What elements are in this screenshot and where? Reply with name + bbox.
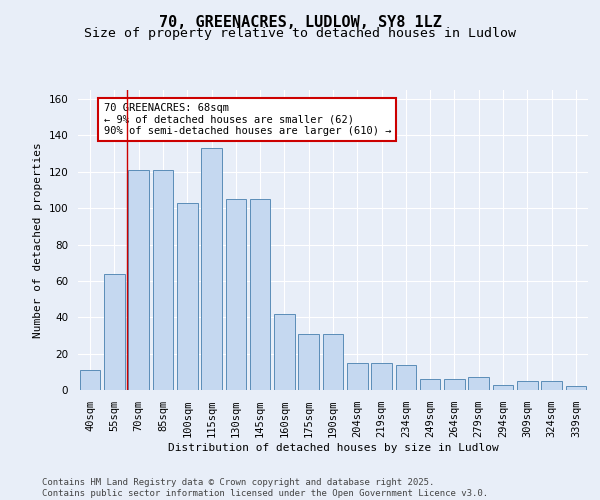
Text: 70, GREENACRES, LUDLOW, SY8 1LZ: 70, GREENACRES, LUDLOW, SY8 1LZ xyxy=(158,15,442,30)
Bar xyxy=(177,202,197,390)
Bar xyxy=(395,364,416,390)
X-axis label: Distribution of detached houses by size in Ludlow: Distribution of detached houses by size … xyxy=(167,443,499,453)
Text: 70 GREENACRES: 68sqm
← 9% of detached houses are smaller (62)
90% of semi-detach: 70 GREENACRES: 68sqm ← 9% of detached ho… xyxy=(104,102,391,136)
Bar xyxy=(128,170,149,390)
Y-axis label: Number of detached properties: Number of detached properties xyxy=(33,142,43,338)
Bar xyxy=(250,199,271,390)
Bar xyxy=(104,274,125,390)
Bar xyxy=(371,362,392,390)
Bar xyxy=(347,362,368,390)
Bar xyxy=(517,381,538,390)
Bar xyxy=(152,170,173,390)
Bar xyxy=(323,334,343,390)
Bar xyxy=(444,379,465,390)
Text: Size of property relative to detached houses in Ludlow: Size of property relative to detached ho… xyxy=(84,28,516,40)
Text: Contains HM Land Registry data © Crown copyright and database right 2025.
Contai: Contains HM Land Registry data © Crown c… xyxy=(42,478,488,498)
Bar xyxy=(80,370,100,390)
Bar xyxy=(566,386,586,390)
Bar xyxy=(274,314,295,390)
Bar xyxy=(298,334,319,390)
Bar xyxy=(541,381,562,390)
Bar xyxy=(493,384,514,390)
Bar xyxy=(201,148,222,390)
Bar xyxy=(226,199,246,390)
Bar xyxy=(469,378,489,390)
Bar xyxy=(420,379,440,390)
